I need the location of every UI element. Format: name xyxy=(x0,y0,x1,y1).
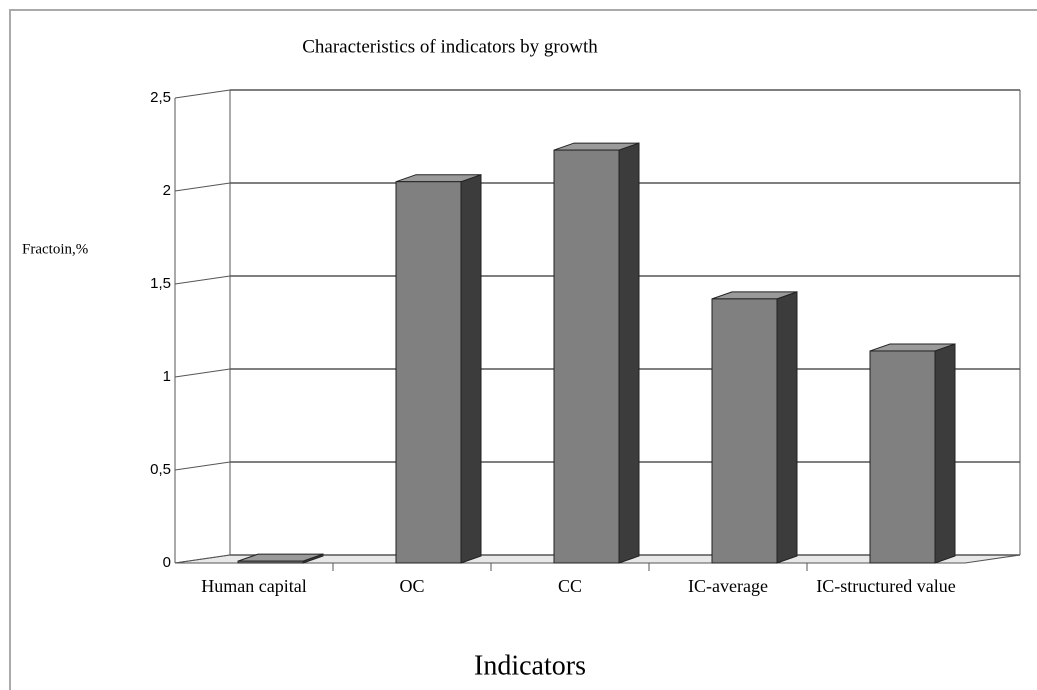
bar-side xyxy=(618,142,640,564)
bar-front xyxy=(237,560,304,564)
x-tick-label: IC-structured value xyxy=(816,576,955,596)
bar-side xyxy=(460,173,482,564)
grid-line xyxy=(174,275,231,285)
x-tick-label: IC-average xyxy=(688,576,768,596)
bar-front xyxy=(711,298,778,564)
bar xyxy=(869,343,956,564)
grid-line xyxy=(174,368,231,378)
bar-side xyxy=(776,291,798,564)
bar-front xyxy=(869,350,936,564)
bar-side xyxy=(934,343,956,564)
grid-line xyxy=(174,182,231,192)
y-axis-label: Fractoin,% xyxy=(22,241,88,257)
bar xyxy=(711,291,798,564)
x-tick-label: Human capital xyxy=(201,576,306,596)
y-tick-label: 0,5 xyxy=(150,461,171,478)
frame xyxy=(9,9,1037,690)
x-tick-label: OC xyxy=(399,576,424,596)
x-axis-label: Indicators xyxy=(474,650,586,681)
y-tick-label: 1,5 xyxy=(150,275,171,292)
chart-title: Characteristics of indicators by growth xyxy=(302,36,598,57)
x-tick-label: CC xyxy=(558,576,582,596)
grid-line xyxy=(174,461,231,471)
y-tick-label: 2,5 xyxy=(150,89,171,106)
y-tick-label: 0 xyxy=(163,554,171,571)
bar xyxy=(237,553,324,564)
grid-line xyxy=(174,554,231,564)
bar xyxy=(395,173,482,564)
y-tick-label: 1 xyxy=(163,368,171,385)
y-tick-label: 2 xyxy=(163,182,171,199)
bar xyxy=(553,142,640,564)
bar-front xyxy=(553,149,620,564)
bar-front xyxy=(395,181,462,564)
grid-line xyxy=(174,89,231,99)
